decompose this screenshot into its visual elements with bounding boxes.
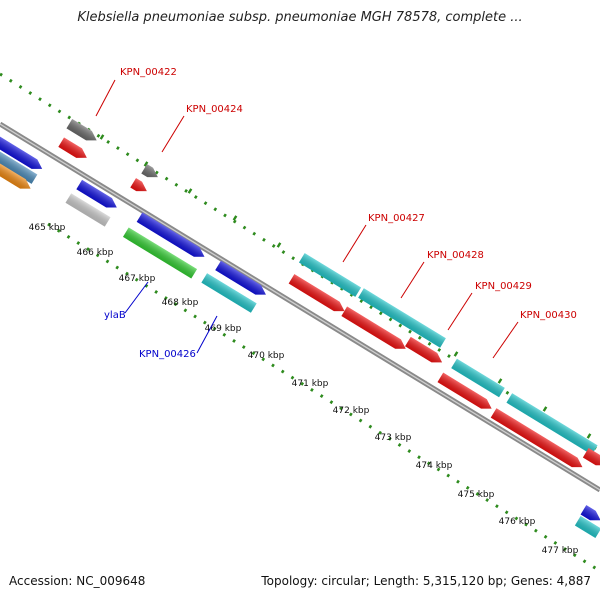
gene-shading [437, 372, 492, 409]
gene-shading [582, 448, 600, 466]
tick-label: 471 kbp [292, 379, 329, 389]
outer-tick-mark [187, 188, 193, 194]
tick-label: 466 kbp [77, 248, 114, 258]
label-leader-line [95, 79, 116, 117]
tick-label: 477 kbp [542, 546, 579, 556]
gene-shading [298, 253, 362, 297]
gene-feature[interactable] [215, 260, 269, 300]
gene-shading [130, 178, 147, 192]
outer-tick-mark [497, 378, 503, 384]
gene-feature[interactable] [76, 179, 119, 212]
genome-summary-text: Topology: circular; Length: 5,315,120 bp… [261, 574, 591, 588]
tick-label: 465 kbp [29, 223, 66, 233]
gene-shading [66, 118, 97, 141]
label-leader-line [447, 292, 473, 331]
gene-shading [122, 227, 198, 279]
label-leader-line [196, 315, 218, 354]
gene-shading [58, 137, 87, 158]
gene-label[interactable]: KPN_00428 [427, 250, 484, 261]
gene-shading [451, 358, 505, 398]
gene-feature[interactable] [66, 118, 99, 145]
gene-feature[interactable] [580, 505, 600, 525]
gene-feature[interactable] [490, 408, 586, 472]
gene-feature[interactable] [582, 448, 600, 470]
gene-shading [141, 164, 158, 178]
gene-feature[interactable] [437, 372, 495, 414]
tick-label: 467 kbp [119, 274, 156, 284]
gene-feature[interactable] [201, 273, 257, 313]
gene-feature[interactable] [298, 253, 362, 297]
tick-label: 475 kbp [458, 490, 495, 500]
gene-shading [136, 212, 205, 257]
tick-label: 469 kbp [205, 324, 242, 334]
gene-label[interactable]: KPN_00422 [120, 67, 177, 78]
gene-label[interactable]: KPN_00430 [520, 310, 577, 321]
tick-label: 470 kbp [248, 351, 285, 361]
gene-feature[interactable] [136, 212, 208, 262]
gene-label[interactable]: KPN_00426 [139, 349, 196, 360]
gene-shading [0, 142, 38, 184]
backbone-highlight [0, 123, 600, 491]
gene-feature[interactable] [58, 137, 89, 162]
gene-label[interactable]: KPN_00429 [475, 281, 532, 292]
tick-label: 468 kbp [162, 298, 199, 308]
outer-tick-mark [232, 215, 238, 221]
gene-feature[interactable] [0, 142, 38, 184]
gene-shading [580, 505, 600, 521]
gene-feature[interactable] [574, 516, 600, 538]
gene-shading [201, 273, 257, 313]
gene-shading [0, 152, 31, 189]
gene-feature[interactable] [122, 227, 198, 279]
gene-shading [405, 336, 443, 363]
gene-feature[interactable] [0, 122, 45, 173]
outer-tick-mark [99, 134, 105, 140]
label-leader-line [342, 224, 367, 263]
accession-text: Accession: NC_009648 [9, 574, 146, 588]
outer-tick-mark [542, 406, 548, 412]
gene-shading [288, 274, 345, 312]
outer-tick-mark [453, 351, 459, 357]
gene-shading [490, 408, 583, 468]
tick-label: 476 kbp [499, 517, 536, 527]
gene-shading [358, 288, 446, 348]
gene-shading [65, 193, 111, 227]
gene-shading [0, 122, 43, 169]
gene-shading [215, 260, 266, 295]
tick-marks: 465 kbp 466 kbp 467 kbp 468 kbp 469 kbp 470 k… [29, 134, 592, 556]
tick-label: 474 kbp [416, 461, 453, 471]
gene-feature[interactable] [130, 178, 149, 196]
map-title: Klebsiella pneumoniae subsp. pneumoniae … [77, 10, 523, 25]
gene-feature[interactable] [341, 306, 408, 354]
gene-shading [341, 306, 406, 349]
gene-feature[interactable] [506, 393, 598, 455]
label-leader-line [400, 261, 425, 299]
gene-label[interactable]: ylaB [104, 310, 126, 321]
tick-label: 473 kbp [375, 433, 412, 443]
gene-features [0, 118, 600, 538]
outer-tick-mark [276, 242, 282, 248]
gene-feature[interactable] [0, 152, 33, 194]
gene-labels: KPN_00422 KPN_00424 KPN_00427 KPN_00428 KPN_… [95, 67, 577, 360]
gene-feature[interactable] [65, 193, 111, 227]
label-leader-line [492, 321, 519, 359]
gene-feature[interactable] [451, 358, 505, 398]
outer-tick-mark [143, 161, 149, 167]
gene-feature[interactable] [358, 288, 446, 348]
gene-label[interactable]: KPN_00424 [186, 104, 243, 115]
gene-shading [76, 179, 117, 208]
label-leader-line [124, 281, 149, 314]
label-leader-line [161, 115, 185, 153]
gene-feature[interactable] [405, 336, 445, 367]
gene-feature[interactable] [141, 164, 160, 182]
tick-label: 472 kbp [333, 406, 370, 416]
gene-shading [506, 393, 598, 455]
outer-tick-mark [586, 433, 592, 439]
gene-shading [574, 516, 600, 538]
gene-label[interactable]: KPN_00427 [368, 213, 425, 224]
gene-feature[interactable] [288, 274, 348, 316]
